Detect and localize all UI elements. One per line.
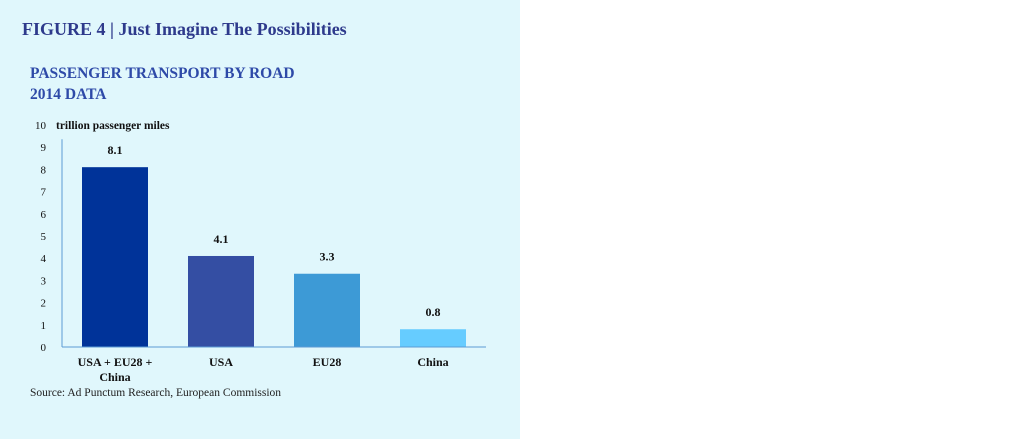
figure-title: FIGURE 4 | Just Imagine The Possibilitie… (22, 19, 347, 40)
bar-value-label: 3.3 (320, 250, 335, 264)
source-note: Source: Ad Punctum Research, European Co… (30, 387, 282, 399)
category-label: China (417, 355, 448, 369)
y-tick-label: 8 (41, 164, 47, 176)
figure-separator: | (110, 19, 114, 39)
y-tick-label: 1 (41, 320, 47, 332)
bar (400, 329, 466, 347)
category-labels: USA + EU28 + China USA EU28 China (78, 355, 449, 384)
chart-subtitle: 2014 DATA (30, 86, 107, 103)
bar (82, 167, 148, 347)
category-label: USA + EU28 + China (78, 355, 153, 384)
y-tick-label: 2 (41, 298, 47, 310)
bar (188, 255, 254, 347)
bar (294, 273, 360, 347)
y-tick-label: 4 (41, 253, 47, 265)
y-tick-label: 0 (41, 342, 47, 354)
value-labels: 8.1 4.1 3.3 0.8 (108, 143, 441, 319)
bar-value-label: 0.8 (426, 305, 441, 319)
figure-panel: FIGURE 4 | Just Imagine The Possibilitie… (0, 0, 520, 439)
y-tick-label: 3 (41, 275, 47, 287)
category-label: USA (209, 355, 233, 369)
bar-value-label: 4.1 (214, 232, 229, 246)
bar-chart: 0 1 2 3 4 5 6 7 8 9 10 trillion passenger miles 8.… (35, 120, 486, 384)
chart-title: PASSENGER TRANSPORT BY ROAD (30, 65, 295, 82)
y-tick-label: 5 (41, 231, 47, 243)
y-tick-label: 10 (35, 120, 47, 132)
y-tick-label: 7 (41, 187, 47, 199)
bars (82, 167, 466, 347)
figure-label: FIGURE 4 (22, 19, 106, 39)
y-axis-unit-label: trillion passenger miles (56, 120, 170, 132)
y-axis-ticks: 0 1 2 3 4 5 6 7 8 9 10 (35, 120, 47, 354)
category-label: EU28 (313, 355, 342, 369)
figure-heading: Just Imagine The Possibilities (118, 19, 347, 39)
bar-value-label: 8.1 (108, 143, 123, 157)
y-tick-label: 6 (41, 209, 47, 221)
y-tick-label: 9 (41, 142, 47, 154)
